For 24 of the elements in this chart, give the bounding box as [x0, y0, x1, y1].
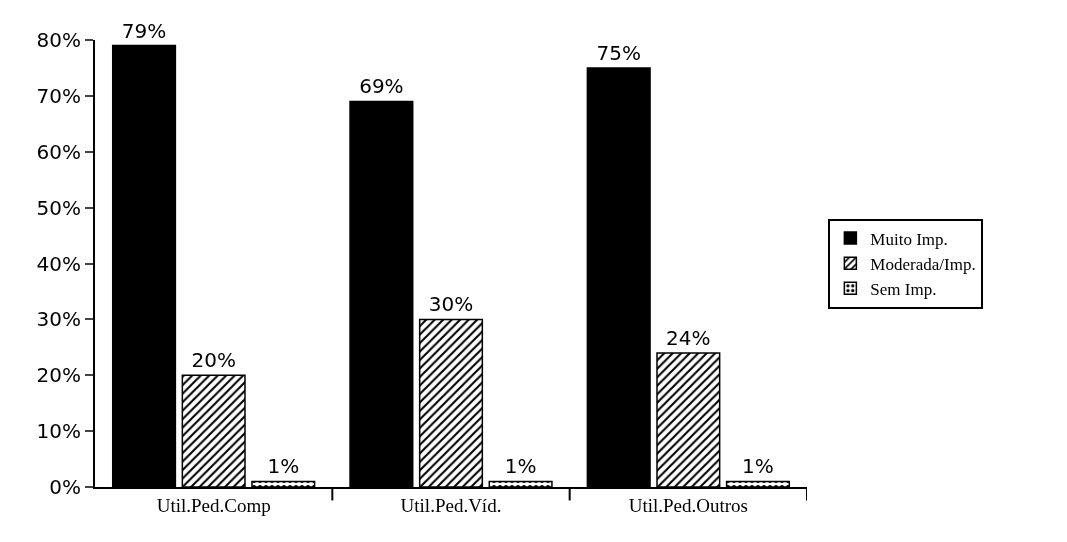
- text: Sem Imp.: [870, 279, 937, 299]
- y-tick-label: 50%: [36, 195, 81, 220]
- y-tick-label: 0%: [49, 475, 81, 499]
- y-tick-label: 40%: [36, 251, 81, 276]
- y-tick-label: 20%: [36, 363, 81, 388]
- text: Moderada/Imp.: [870, 254, 976, 274]
- data-label: 1%: [742, 454, 774, 479]
- data-label: 1%: [267, 454, 300, 479]
- legend-label: Muito Imp.: [870, 229, 948, 249]
- data-label: 1%: [504, 454, 537, 479]
- data-label: 20%: [191, 348, 236, 373]
- y-tick-label: 30%: [36, 307, 81, 332]
- y-tick-label: 80%: [36, 28, 81, 52]
- data-label: 69%: [359, 74, 404, 99]
- y-tick-label: 60%: [36, 139, 81, 164]
- x-tick-label: Util.Ped.Víd.: [400, 494, 502, 516]
- data-label: 75%: [596, 40, 641, 65]
- data-label: 79%: [121, 18, 167, 43]
- data-label: 24%: [666, 325, 711, 350]
- x-tick-label: Util.Ped.Outros: [628, 494, 748, 516]
- data-label: 30%: [428, 292, 474, 317]
- y-tick-label: 70%: [36, 83, 81, 108]
- x-tick-label: Util.Ped.Comp: [156, 494, 271, 516]
- y-tick-label: 10%: [36, 419, 81, 444]
